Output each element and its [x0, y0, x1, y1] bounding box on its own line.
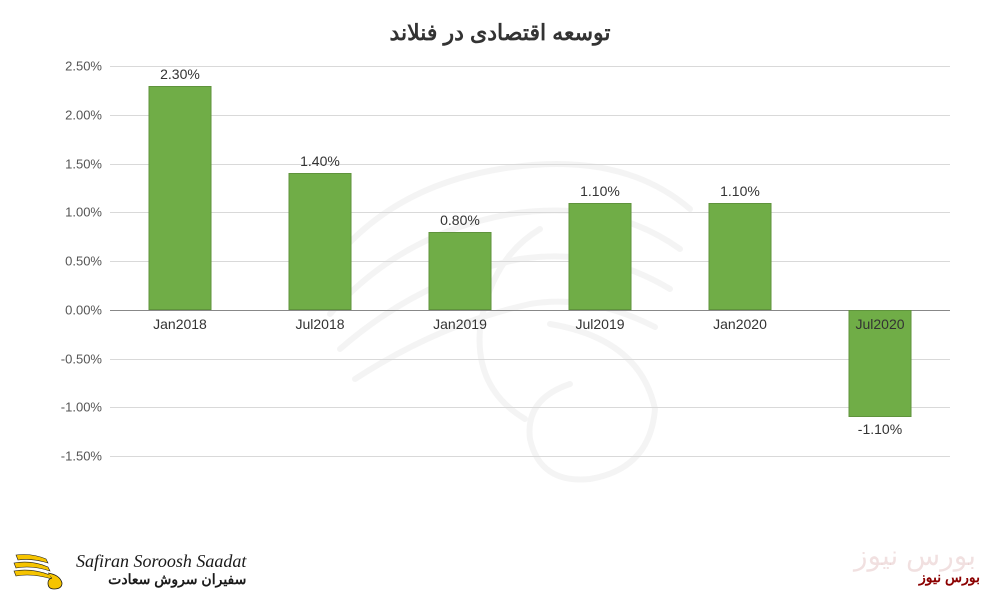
chart-title: توسعه اقتصادی در فنلاند [50, 20, 950, 46]
x-tick-label: Jul2018 [295, 316, 344, 332]
x-axis-labels: Jan2018 Jul2018 Jan2019 Jul2019 Jan2020 Jul20… [110, 310, 950, 340]
x-tick-label: Jan2020 [713, 316, 767, 332]
y-axis: 2.50%2.00%1.50%1.00%0.50%0.00%-0.50%-1.0… [50, 66, 110, 456]
y-tick-label: -1.50% [61, 449, 102, 464]
y-tick-label: -1.00% [61, 400, 102, 415]
plot-area: 2.50%2.00%1.50%1.00%0.50%0.00%-0.50%-1.0… [50, 66, 950, 486]
y-tick-label: 1.50% [65, 156, 102, 171]
brand-logo-left: Safiran Soroosh Saadat سفیران سروش سعادت [10, 547, 246, 592]
x-tick-label: Jul2019 [575, 316, 624, 332]
brand-name-en: Safiran Soroosh Saadat [76, 552, 246, 572]
bar-slot: 1.40% [250, 66, 390, 456]
x-tick-label: Jul2020 [855, 316, 904, 332]
bar-slot: 1.10% [670, 66, 810, 456]
y-tick-label: -0.50% [61, 351, 102, 366]
gridline [110, 456, 950, 457]
y-tick-label: 2.00% [65, 107, 102, 122]
y-tick-label: 1.00% [65, 205, 102, 220]
bar-value-label: 0.80% [440, 212, 480, 228]
bar-value-label: 1.10% [720, 183, 760, 199]
x-tick-label: Jan2019 [433, 316, 487, 332]
brand-text-column: Safiran Soroosh Saadat سفیران سروش سعادت [76, 552, 246, 587]
brand-right-ghost: بورس نیوز [854, 539, 976, 572]
bar-slot: 0.80% [390, 66, 530, 456]
brand-name-fa: سفیران سروش سعادت [76, 572, 246, 587]
wing-icon [10, 547, 70, 592]
bar-value-label: 1.10% [580, 183, 620, 199]
y-tick-label: 2.50% [65, 59, 102, 74]
y-tick-label: 0.00% [65, 302, 102, 317]
bar-slot: -1.10% [810, 66, 950, 456]
bars-layer: 2.30% 1.40% 0.80% 1.10% 1.10% -1.10% [110, 66, 950, 456]
chart-container: توسعه اقتصادی در فنلاند 2.50% 2.00% 1.50% 1… [50, 20, 950, 540]
bar [428, 232, 491, 310]
bar [148, 86, 211, 310]
bar-slot: 1.10% [530, 66, 670, 456]
bar [708, 203, 771, 310]
bar-value-label: 1.40% [300, 153, 340, 169]
bar-slot: 2.30% [110, 66, 250, 456]
bar [568, 203, 631, 310]
y-tick-label: 0.50% [65, 254, 102, 269]
x-tick-label: Jan2018 [153, 316, 207, 332]
bar-value-label: -1.10% [858, 421, 902, 437]
bar [288, 173, 351, 310]
bar-value-label: 2.30% [160, 66, 200, 82]
brand-right-text: بورس نیوز [919, 569, 980, 586]
